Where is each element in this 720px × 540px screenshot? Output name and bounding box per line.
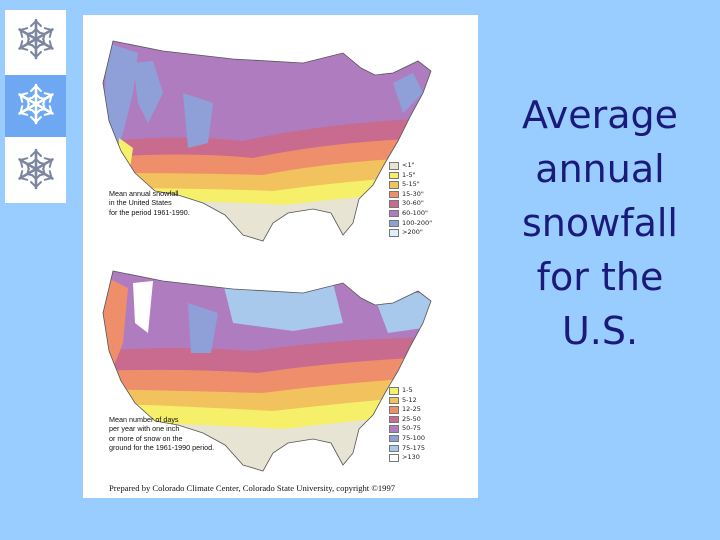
legend-label: >200" [402, 228, 423, 237]
legend-swatch [389, 454, 399, 462]
legend-label: 100-200" [402, 218, 433, 227]
map-top-caption: Mean annual snowfall in the United State… [109, 189, 190, 217]
legend-swatch [389, 162, 399, 170]
legend-swatch [389, 181, 399, 189]
legend-swatch [389, 387, 399, 395]
legend-label: 5-12 [402, 395, 417, 404]
caption-line: Mean annual snowfall [109, 189, 179, 198]
snow-days-map-bottom [102, 270, 432, 472]
legend-swatch [389, 209, 399, 218]
legend-label: 75-100 [402, 433, 426, 442]
legend-swatch [389, 406, 399, 414]
legend-label: <1" [402, 161, 415, 169]
legend-label: 25-50 [402, 414, 421, 423]
legend-label: 15-30" [402, 189, 424, 198]
caption-line: for the period 1961-1990. [109, 207, 190, 217]
legend-swatch [389, 190, 399, 199]
legend-label: 60-100" [402, 208, 429, 217]
legend-swatch [389, 415, 399, 424]
snowflake-icon [14, 17, 58, 65]
snowflake-cell-2 [5, 75, 66, 137]
caption-line: per year with one inch [109, 424, 180, 434]
legend-label: 75-175 [402, 443, 426, 452]
legend-swatch [389, 219, 399, 228]
legend-swatch [389, 229, 399, 237]
snowfall-map-top [102, 40, 432, 242]
snowflake-cell-1 [5, 10, 66, 72]
legend-swatch [389, 171, 399, 180]
map-bottom-caption: Mean number of days per year with one in… [109, 415, 214, 453]
snowflake-icon [14, 147, 58, 195]
caption-line: Mean number of days [109, 415, 179, 424]
caption-line: in the United States [109, 198, 172, 208]
snowflake-icon [14, 82, 58, 130]
legend-label: 50-75 [402, 424, 421, 433]
legend-label: 12-25 [402, 405, 421, 414]
caption-line: ground for the 1961-1990 period. [109, 443, 215, 453]
legend-swatch [389, 425, 399, 433]
snowflake-cell-3 [5, 140, 66, 202]
legend-label: 5-15" [402, 180, 420, 189]
legend-swatch [389, 444, 399, 453]
legend-label: 1-5" [402, 170, 416, 179]
legend-label: 30-60" [402, 199, 424, 208]
snowfall-figure: Mean annual snowfall in the United State… [83, 15, 478, 498]
figure-credit: Prepared by Colorado Climate Center, Col… [109, 483, 396, 493]
caption-line: or more of snow on the [109, 433, 183, 443]
legend-swatch [389, 434, 399, 443]
legend-label: 1-5 [402, 386, 413, 394]
legend-swatch [389, 396, 399, 405]
legend-swatch [389, 200, 399, 208]
slide-title: Average annual snowfall for the U.S. [521, 93, 679, 353]
legend-label: >130 [402, 453, 420, 462]
